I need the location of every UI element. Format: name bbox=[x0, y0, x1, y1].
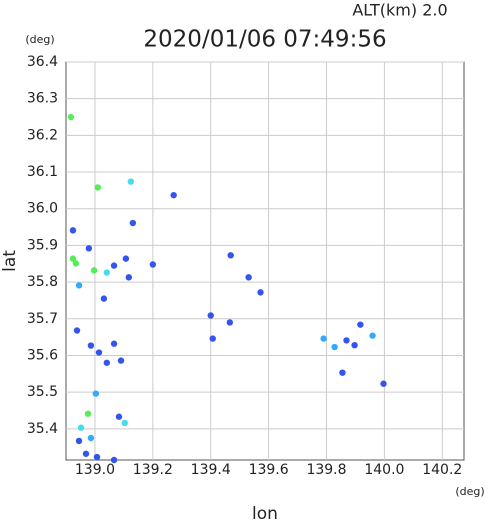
echo-point bbox=[75, 282, 83, 289]
echo-point bbox=[87, 342, 95, 349]
echo-point bbox=[82, 450, 90, 457]
x-unit: (deg) bbox=[455, 485, 484, 498]
echo-point bbox=[380, 380, 387, 387]
echo-point bbox=[357, 321, 364, 328]
y-tick-label: 36.0 bbox=[27, 201, 58, 217]
x-tick-label: 139.6 bbox=[249, 462, 289, 478]
echo-point bbox=[343, 337, 350, 344]
echo-point bbox=[103, 269, 111, 276]
echo-point bbox=[369, 332, 376, 339]
y-tick-label: 36.1 bbox=[27, 164, 58, 180]
echo-point bbox=[77, 424, 85, 431]
echo-point bbox=[67, 113, 75, 121]
x-tick-label: 139.0 bbox=[75, 462, 115, 478]
x-axis-label: lon bbox=[252, 504, 278, 521]
echo-point bbox=[103, 359, 111, 366]
y-tick-label: 35.8 bbox=[27, 274, 58, 290]
echo-point bbox=[245, 274, 252, 281]
x-tick-label: 140.0 bbox=[364, 462, 404, 478]
echo-point bbox=[90, 267, 98, 274]
echo-point bbox=[84, 410, 92, 417]
echo-point bbox=[69, 227, 77, 234]
echo-point bbox=[320, 335, 327, 342]
echo-point bbox=[92, 390, 100, 397]
echo-point bbox=[72, 260, 80, 267]
y-unit: (deg) bbox=[25, 33, 54, 46]
y-tick-label: 35.9 bbox=[27, 237, 58, 253]
y-tick-label: 35.6 bbox=[27, 347, 58, 363]
echo-point bbox=[94, 184, 102, 191]
y-tick-label: 36.3 bbox=[27, 91, 58, 107]
altitude-label: ALT(km) 2.0 bbox=[352, 1, 447, 20]
y-tick-label: 36.4 bbox=[27, 54, 58, 70]
echo-point bbox=[351, 341, 358, 349]
x-tick-label: 140.2 bbox=[422, 462, 462, 478]
echo-point bbox=[117, 357, 125, 364]
echo-point bbox=[69, 255, 77, 262]
echo-point bbox=[170, 191, 177, 199]
echo-point bbox=[100, 295, 108, 302]
echo-point bbox=[122, 255, 130, 262]
echo-point bbox=[110, 456, 118, 464]
x-tick-label: 139.2 bbox=[133, 462, 173, 478]
echo-point bbox=[85, 245, 93, 252]
y-axis-label: lat bbox=[0, 250, 20, 272]
echo-point bbox=[75, 437, 83, 445]
chart-title: 2020/01/06 07:49:56 bbox=[143, 27, 386, 53]
echo-point bbox=[149, 261, 157, 268]
echo-point bbox=[209, 335, 216, 342]
y-tick-label: 36.2 bbox=[27, 127, 58, 143]
echo-point bbox=[87, 434, 95, 442]
echo-point bbox=[127, 178, 135, 185]
echo-point bbox=[331, 343, 338, 351]
echo-point bbox=[110, 262, 118, 269]
echo-point bbox=[207, 312, 214, 319]
echo-point bbox=[129, 219, 137, 227]
x-tick-label: 139.4 bbox=[191, 462, 231, 478]
x-tick-label: 139.8 bbox=[306, 462, 346, 478]
echo-point bbox=[93, 453, 101, 461]
echo-point bbox=[73, 327, 81, 334]
echo-point bbox=[115, 413, 123, 420]
y-tick-label: 35.7 bbox=[27, 311, 58, 327]
echo-point bbox=[339, 369, 346, 376]
echo-point bbox=[110, 340, 118, 347]
echo-point bbox=[95, 349, 103, 356]
y-tick-label: 35.5 bbox=[27, 384, 58, 400]
echo-point bbox=[226, 319, 234, 326]
echo-point bbox=[125, 274, 133, 281]
echo-point bbox=[257, 289, 264, 296]
y-tick-label: 35.4 bbox=[27, 421, 58, 437]
plot-frame bbox=[65, 61, 465, 461]
echo-point bbox=[121, 419, 128, 427]
echo-point bbox=[227, 252, 234, 259]
